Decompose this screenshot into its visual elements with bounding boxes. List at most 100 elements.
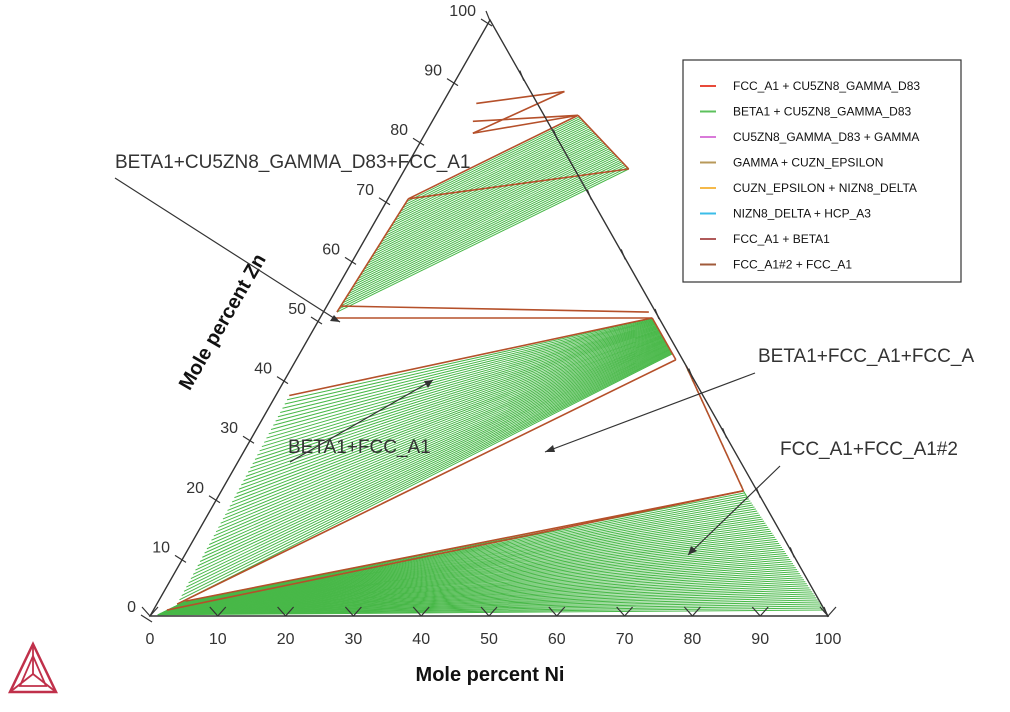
tie-line-beta1-fcc	[211, 342, 667, 541]
tie-line-beta1-fcc	[282, 319, 654, 409]
tie-line-fcc-fcc2	[158, 605, 822, 615]
x-tick-label: 100	[815, 631, 842, 648]
tie-line-beta1-fcc	[176, 353, 673, 605]
tie-line-beta1-gamma	[396, 123, 587, 218]
tie-line-beta1-gamma	[338, 167, 628, 310]
tie-line-fcc-fcc2	[168, 563, 794, 610]
y-tick	[242, 435, 255, 444]
tie-line-beta1-fcc	[254, 328, 659, 460]
tie-line-fcc-fcc2	[168, 561, 792, 610]
tie-line-beta1-fcc	[268, 324, 657, 435]
tie-line-fcc-fcc2	[163, 585, 809, 613]
tie-line-fcc-fcc2	[166, 573, 800, 612]
tie-line-fcc-fcc2	[175, 532, 773, 607]
x-tick-label: 10	[209, 631, 227, 648]
tie-line-fcc-fcc2	[177, 524, 767, 606]
tie-line-beta1-fcc	[190, 348, 671, 579]
tie-line-beta1-fcc	[213, 341, 667, 537]
tie-line-fcc-fcc2	[177, 522, 766, 606]
right-tick	[789, 547, 795, 558]
tie-line-fcc-fcc2	[160, 595, 816, 614]
tie-line-fcc-fcc2	[178, 518, 763, 605]
tie-line-beta1-fcc	[266, 324, 657, 439]
tie-line-fcc-fcc2	[172, 546, 783, 609]
tie-line-fcc-fcc2	[174, 536, 776, 607]
right-tick	[688, 368, 694, 379]
tie-line-beta1-gamma	[361, 149, 612, 273]
annotation-arrow-4	[687, 465, 781, 556]
tie-line-beta1-gamma	[398, 122, 586, 215]
y-tick-label: 50	[288, 301, 306, 318]
tie-line-beta1-fcc	[259, 327, 658, 452]
arrowhead-1	[330, 315, 340, 322]
tie-line-beta1-fcc	[186, 350, 672, 588]
tie-line-fcc-fcc2	[159, 599, 818, 615]
x-tick	[827, 606, 837, 617]
right-tick	[620, 249, 626, 260]
tie-line-beta1-gamma	[392, 126, 590, 224]
x-tick-label: 80	[684, 631, 702, 648]
tie-line-beta1-gamma	[377, 138, 601, 249]
legend-label: CU5ZN8_GAMMA_D83 + GAMMA	[733, 130, 919, 144]
tie-line-beta1-fcc	[197, 346, 669, 567]
x-tick	[344, 606, 354, 617]
right-tick	[755, 487, 761, 499]
tie-line-beta1-fcc	[247, 330, 660, 473]
tie-line-fcc-fcc2	[167, 565, 795, 611]
annotation-beta1-fcc-fcc: BETA1+FCC_A1+FCC_A	[758, 346, 974, 367]
y-tick	[378, 197, 391, 206]
tie-line-beta1-gamma	[340, 165, 627, 307]
x-tick	[217, 606, 227, 617]
tie-line-fcc-fcc2	[157, 607, 824, 616]
tie-line-beta1-gamma	[344, 162, 624, 301]
y-tick	[174, 554, 187, 563]
legend-box	[682, 59, 962, 283]
tie-line-fcc-fcc2	[171, 550, 785, 609]
tie-line-beta1-fcc	[215, 340, 666, 533]
boundary-beta-gamma-bottom	[408, 168, 629, 200]
x-tick	[209, 606, 219, 617]
x-tick	[488, 606, 498, 617]
tie-line-beta1-gamma	[388, 129, 592, 230]
right-tick	[519, 70, 525, 81]
tie-line-fcc-fcc2	[179, 516, 762, 605]
y-tick	[310, 316, 323, 325]
tie-line-fcc-fcc2	[170, 552, 787, 609]
y-tick-label: 20	[186, 480, 204, 497]
phase-boundaries	[166, 90, 745, 611]
tie-line-beta1-fcc	[284, 318, 654, 405]
tie-line-beta1-gamma	[371, 142, 605, 258]
boundary-gamma-right	[472, 90, 565, 134]
tie-line-beta1-gamma	[373, 141, 603, 255]
tie-line-beta1-fcc	[222, 338, 665, 520]
boundary-fcc-miscibility-bottom	[166, 490, 744, 611]
right-tick	[654, 308, 660, 320]
boundary-gamma-left	[472, 114, 579, 123]
y-tick	[140, 614, 153, 623]
tie-line-fcc-fcc2	[158, 603, 821, 615]
x-tick-label: 50	[480, 631, 498, 648]
arrowhead-4	[688, 546, 697, 555]
tie-line-fcc-fcc2	[174, 538, 777, 608]
tie-line-beta1-gamma	[363, 148, 610, 270]
boundary-three-phase-top	[340, 305, 649, 313]
boundary-fcc-miscibility-side	[685, 365, 745, 492]
tie-line-beta1-fcc	[225, 337, 664, 516]
x-tick	[420, 606, 430, 617]
boundary-beta-fcc-lower	[176, 359, 677, 605]
tie-line-fcc-fcc2	[160, 597, 817, 614]
x-tick-label: 0	[146, 631, 155, 648]
axis-ticks	[140, 10, 837, 623]
tie-line-beta1-fcc	[238, 333, 662, 490]
y-tick-label: 30	[220, 420, 238, 437]
legend-label: FCC_A1 + BETA1	[733, 232, 830, 246]
tie-line-fcc-fcc2	[167, 567, 796, 611]
tie-line-beta1-gamma	[375, 139, 602, 252]
tie-line-beta1-fcc	[181, 351, 672, 597]
tie-line-fcc-fcc2	[162, 587, 810, 613]
tie-line-fcc-fcc2	[166, 571, 799, 611]
x-tick	[556, 606, 566, 617]
x-tick-label: 90	[751, 631, 769, 648]
boundary-beta-gamma-left	[407, 114, 579, 200]
